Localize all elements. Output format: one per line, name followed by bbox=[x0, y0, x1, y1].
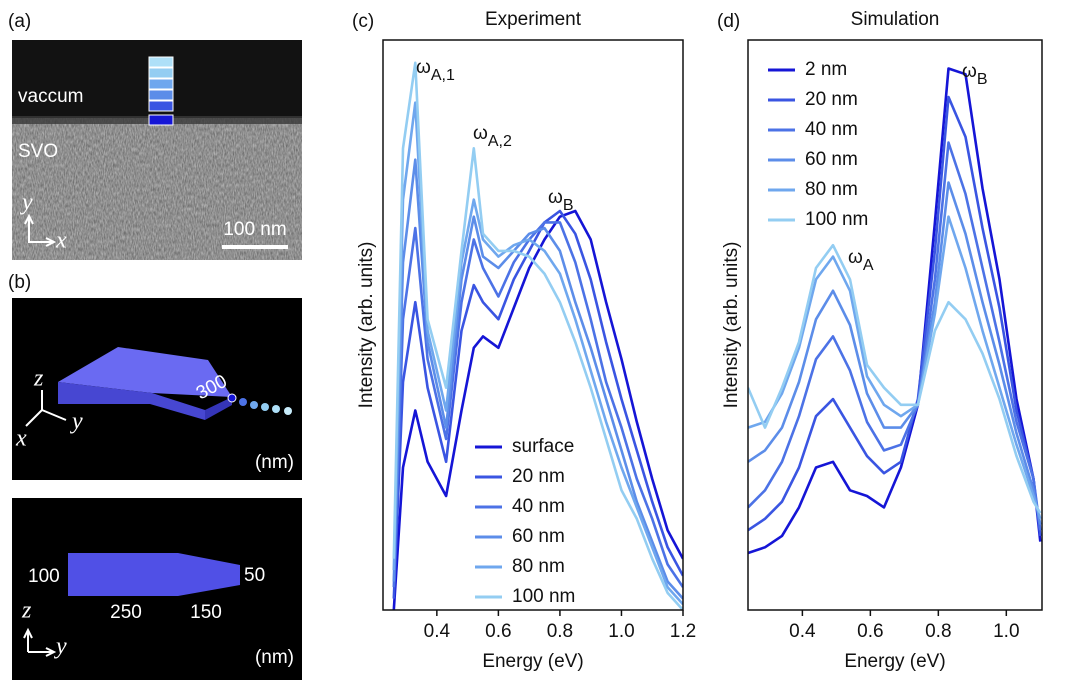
axis-label: y bbox=[20, 190, 33, 216]
region-label: SVO bbox=[18, 141, 58, 162]
legend-label: 100 nm bbox=[512, 586, 575, 607]
unit-label: (nm) bbox=[255, 647, 294, 668]
slab-side bbox=[205, 397, 232, 420]
legend-label: 100 nm bbox=[805, 209, 868, 230]
x-axis-label: Energy (eV) bbox=[482, 651, 583, 672]
scale-label: 100 nm bbox=[223, 219, 286, 240]
x-tick-label: 1.2 bbox=[670, 621, 696, 642]
probe-box bbox=[148, 67, 174, 79]
annotation-symbol: ω bbox=[848, 247, 863, 268]
slab-front bbox=[58, 382, 205, 420]
series-line bbox=[748, 181, 1042, 525]
legend-label: 2 nm bbox=[805, 59, 847, 80]
annotation-subscript: A,1 bbox=[431, 67, 455, 84]
dimension-label: 250 bbox=[110, 602, 142, 623]
series-line bbox=[748, 67, 1042, 555]
region-label: vaccum bbox=[18, 86, 83, 107]
x-tick-label: 0.6 bbox=[485, 621, 511, 642]
x-tick-label: 0.8 bbox=[925, 621, 951, 642]
x-tick-label: 0.8 bbox=[547, 621, 573, 642]
probe-box bbox=[148, 114, 174, 126]
legend-label: 40 nm bbox=[512, 496, 565, 517]
x-tick-label: 0.6 bbox=[857, 621, 883, 642]
panel-label: (d) bbox=[717, 11, 740, 32]
plot-frame bbox=[747, 39, 1043, 611]
annotation-subscript: B bbox=[977, 71, 988, 88]
annotation-subscript: B bbox=[563, 197, 574, 214]
probe-dot bbox=[272, 405, 280, 413]
x-tick-label: 1.0 bbox=[993, 621, 1019, 642]
dimension-label: 100 bbox=[28, 566, 60, 587]
x-tick-label: 0.4 bbox=[424, 621, 451, 642]
annotation: ωA bbox=[848, 247, 874, 274]
axis-arrows bbox=[24, 213, 57, 247]
probe-dot bbox=[227, 393, 237, 403]
y-axis-label: Intensity (arb. units) bbox=[356, 242, 377, 409]
probe-dot bbox=[239, 398, 247, 406]
panel-label: (b) bbox=[8, 272, 31, 293]
dimension-label: 50 bbox=[244, 565, 265, 586]
unit-label: (nm) bbox=[255, 452, 294, 473]
annotation-symbol: ω bbox=[473, 123, 488, 144]
slab-top bbox=[58, 347, 232, 397]
probe-dot bbox=[250, 401, 258, 409]
series-line bbox=[748, 215, 1042, 520]
probe-box bbox=[148, 100, 174, 112]
tem-image: vaccum SVO y x 100 nm bbox=[12, 40, 302, 260]
probe-box bbox=[148, 78, 174, 90]
series-line bbox=[748, 243, 1042, 514]
axis-label: x bbox=[15, 426, 27, 452]
legend-label: 80 nm bbox=[805, 179, 858, 200]
panel-label: (c) bbox=[352, 11, 374, 32]
geometry-3d: 300 z y x (nm) bbox=[12, 298, 302, 480]
series-line bbox=[392, 209, 683, 610]
probe-dot bbox=[284, 407, 292, 415]
annotation-symbol: ω bbox=[548, 187, 563, 208]
axis-arrows bbox=[25, 390, 67, 427]
legend-label: 60 nm bbox=[512, 526, 565, 547]
series-line bbox=[392, 101, 683, 606]
legend-label: 20 nm bbox=[805, 89, 858, 110]
annotation-symbol: ω bbox=[962, 61, 977, 82]
axis-arrows bbox=[23, 627, 57, 657]
annotation: ωB bbox=[548, 187, 574, 214]
annotation: ωA,1 bbox=[416, 57, 455, 84]
series-line bbox=[748, 95, 1042, 537]
probe-box bbox=[148, 89, 174, 101]
chart-title: Experiment bbox=[485, 9, 582, 30]
series-line bbox=[392, 61, 683, 610]
annotation: ωB bbox=[962, 61, 988, 88]
probe-dot bbox=[261, 403, 269, 411]
legend-label: 40 nm bbox=[805, 119, 858, 140]
axis-label: y bbox=[54, 634, 67, 660]
legend-label: 80 nm bbox=[512, 556, 565, 577]
probe-box bbox=[148, 56, 174, 68]
x-tick-label: 0.4 bbox=[789, 621, 816, 642]
axis-label: x bbox=[55, 228, 67, 254]
annotation: ωA,2 bbox=[473, 123, 512, 150]
annotation-symbol: ω bbox=[416, 57, 431, 78]
slab-profile bbox=[68, 553, 240, 596]
panel-label: (a) bbox=[8, 11, 31, 32]
annotation-subscript: A bbox=[863, 257, 874, 274]
legend-label: surface bbox=[512, 436, 574, 457]
series-line bbox=[392, 209, 683, 599]
series-line bbox=[392, 158, 683, 600]
legend-label: 60 nm bbox=[805, 149, 858, 170]
plot-frame bbox=[382, 39, 684, 611]
dimension-label: 150 bbox=[190, 602, 222, 623]
annotation-subscript: A,2 bbox=[488, 133, 512, 150]
x-tick-label: 1.0 bbox=[608, 621, 634, 642]
legend-label: 20 nm bbox=[512, 466, 565, 487]
y-axis-label: Intensity (arb. units) bbox=[721, 242, 742, 409]
x-axis-label: Energy (eV) bbox=[844, 651, 945, 672]
axis-label: z bbox=[33, 366, 44, 392]
axis-label: y bbox=[70, 409, 83, 435]
axis-label: z bbox=[21, 598, 32, 624]
chart-title: Simulation bbox=[851, 9, 940, 30]
series-line bbox=[748, 141, 1042, 531]
geometry-2d: 100 50 250 150 z y (nm) bbox=[12, 498, 302, 680]
